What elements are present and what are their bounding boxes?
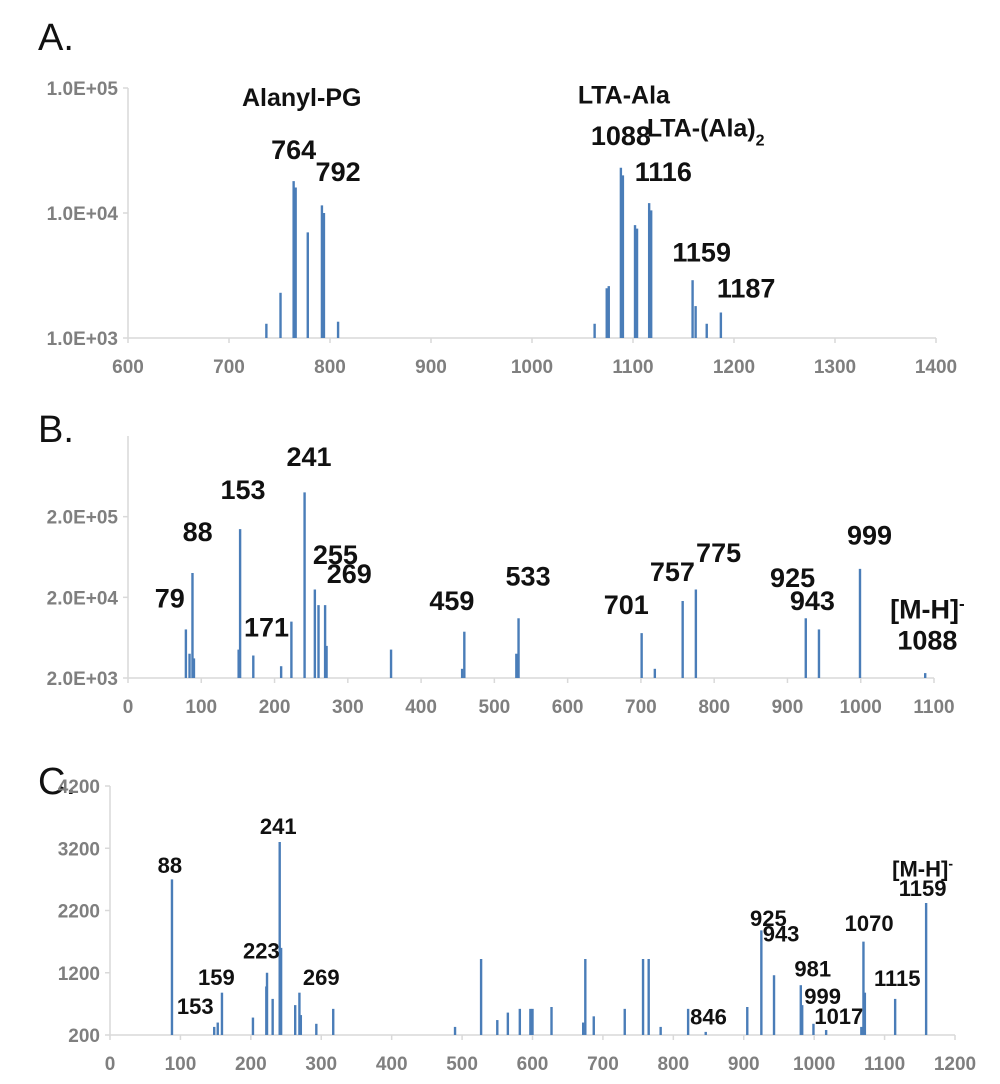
x-tick-label: 1200: [934, 1054, 976, 1075]
peak-annotation: 981: [794, 956, 831, 981]
panel-letter: B.: [38, 409, 74, 451]
peak-annotation: 943: [790, 586, 835, 616]
y-tick-label: 1200: [58, 964, 100, 985]
peak-annotation: 269: [303, 965, 340, 990]
x-tick-label: 500: [479, 697, 511, 718]
peak-annotation: 241: [260, 814, 297, 839]
x-tick-label: 1400: [915, 357, 957, 378]
chart-panel-a: A. 1.0E+03 1.0E+04 1.0E+05 600 700 800 900 1000 1…: [38, 17, 957, 378]
peak-annotation: 701: [604, 590, 649, 620]
x-tick-label: 1000: [511, 357, 553, 378]
peak-annotation: [M-H]-: [892, 855, 953, 881]
x-tick-label: 600: [552, 697, 584, 718]
peak-annotation: 159: [198, 965, 235, 990]
peak-annotation: 255: [313, 540, 358, 570]
peak-annotation: Alanyl-PG: [242, 84, 361, 112]
peak-annotation: 1159: [672, 237, 731, 267]
x-tick-label: 1200: [713, 357, 755, 378]
y-tick-label: 2200: [58, 902, 100, 923]
peak-annotation: 1115: [874, 966, 921, 991]
peak-annotation: 999: [847, 521, 892, 551]
x-tick-label: 300: [332, 697, 364, 718]
x-tick-label: 1000: [793, 1054, 835, 1075]
x-tick-label: 1000: [840, 697, 882, 718]
panel-letter: A.: [38, 17, 74, 59]
chart-panel-c: C. 200 1200 2200 3200 4200 0 100 200 300 400 500 600…: [38, 761, 976, 1075]
peak-annotation: 241: [286, 442, 331, 472]
peak-annotation: 775: [696, 538, 741, 568]
x-tick-label: 900: [415, 357, 447, 378]
x-tick-label: 700: [213, 357, 245, 378]
x-tick-label: 1300: [814, 357, 856, 378]
peak-annotation: 925: [750, 906, 787, 931]
y-tick-label: 3200: [58, 839, 100, 860]
x-tick-label: 300: [305, 1054, 337, 1075]
x-tick-label: 200: [235, 1054, 267, 1075]
y-tick-label: 1.0E+04: [47, 204, 119, 225]
y-tick-label: 1.0E+03: [47, 329, 118, 350]
panel-letter: C.: [38, 761, 76, 803]
peak-annotation: 88: [183, 517, 213, 547]
peak-annotation: 1088: [897, 626, 957, 656]
x-tick-label: 700: [587, 1054, 619, 1075]
peak-annotation: 1116: [635, 157, 692, 187]
x-tick-label: 1100: [864, 1054, 905, 1075]
y-tick-label: 2.0E+03: [47, 669, 118, 690]
x-tick-label: 100: [165, 1054, 197, 1075]
peak-annotation: 153: [221, 475, 266, 505]
y-tick-label: 4200: [58, 777, 100, 798]
x-tick-label: 600: [517, 1054, 549, 1075]
y-tick-label: 2.0E+05: [47, 508, 119, 529]
peak-annotation: 269: [327, 559, 372, 589]
x-tick-label: 700: [625, 697, 657, 718]
peak-annotation: 88: [158, 853, 182, 878]
peak-annotation: 1088: [591, 121, 651, 151]
peak-annotation: 846: [690, 1004, 727, 1029]
peak-annotation: 792: [316, 157, 361, 187]
x-tick-label: 0: [105, 1054, 116, 1075]
peak-annotation: [M-H]-: [890, 594, 965, 625]
peak-annotation: 533: [506, 562, 551, 592]
x-tick-label: 600: [112, 357, 144, 378]
x-tick-label: 100: [185, 697, 217, 718]
x-tick-label: 800: [314, 357, 346, 378]
peak-annotation: 153: [177, 994, 214, 1019]
y-tick-label: 2.0E+04: [47, 588, 119, 609]
x-tick-label: 500: [446, 1054, 478, 1075]
x-tick-label: 800: [657, 1054, 689, 1075]
x-tick-label: 900: [728, 1054, 760, 1075]
chart-panel-b: B. 2.0E+03 2.0E+04 2.0E+05 0 100 200 300 400 500 6…: [38, 409, 965, 718]
x-tick-label: 1100: [913, 697, 954, 718]
peak-annotation: LTA-Ala: [578, 82, 671, 110]
peak-annotation: 943: [763, 922, 800, 947]
peak-annotation: 459: [429, 586, 474, 616]
x-tick-label: 1100: [612, 357, 653, 378]
peak-annotation: 223: [243, 938, 280, 963]
peak-annotation: 79: [155, 583, 185, 613]
x-tick-label: 800: [698, 697, 730, 718]
peak-annotation: 171: [244, 613, 289, 643]
y-tick-label: 200: [68, 1026, 100, 1047]
peak-annotation: 1187: [717, 274, 776, 304]
peak-annotation: 999: [804, 984, 841, 1009]
x-tick-label: 200: [259, 697, 291, 718]
peak-annotation: 1159: [899, 876, 947, 901]
x-tick-label: 400: [405, 697, 437, 718]
peak-annotation: 1017: [814, 1004, 863, 1029]
peak-annotation: 925: [770, 563, 815, 593]
peak-annotation: 1070: [845, 911, 894, 936]
x-tick-label: 0: [123, 697, 134, 718]
x-tick-label: 400: [376, 1054, 408, 1075]
x-tick-label: 900: [772, 697, 804, 718]
peak-annotation: LTA-(Ala)2: [647, 114, 765, 149]
y-tick-label: 1.0E+05: [47, 79, 119, 100]
peak-annotation: 757: [650, 557, 695, 587]
peak-annotation: 764: [271, 135, 316, 165]
